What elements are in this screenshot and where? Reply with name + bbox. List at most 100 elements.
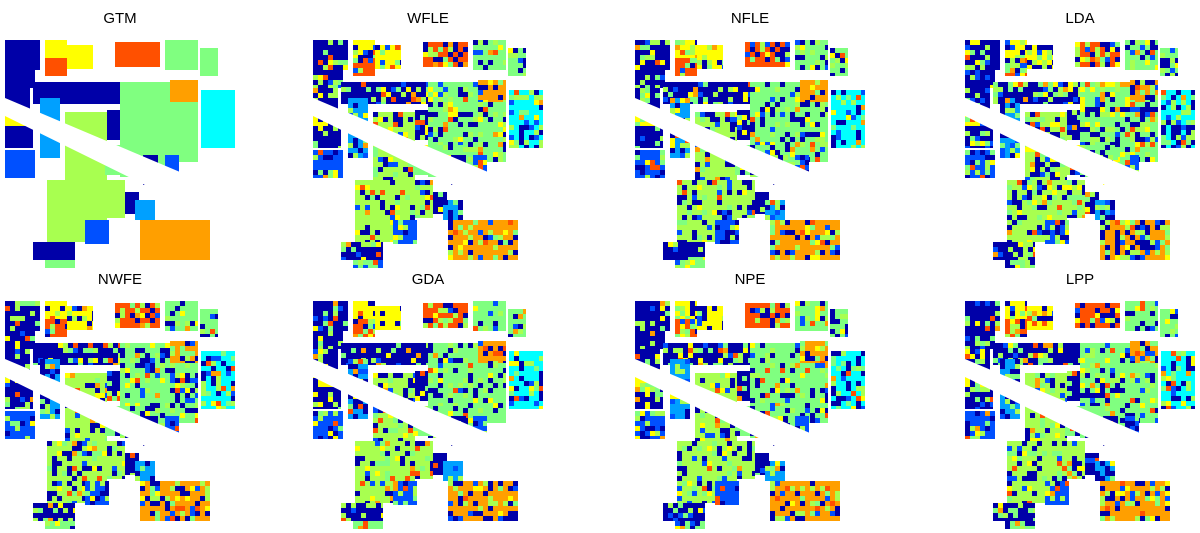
field-region — [45, 319, 67, 337]
field-region — [478, 341, 506, 363]
panel-title: NWFE — [5, 271, 235, 289]
field-region — [341, 503, 383, 521]
field-region — [635, 331, 665, 349]
field-region — [45, 260, 75, 268]
classification-map — [965, 40, 1195, 268]
field-region — [1125, 301, 1158, 331]
panel-title: GDA — [313, 271, 543, 289]
field-region — [478, 363, 506, 423]
field-region — [1075, 42, 1120, 67]
classification-map — [5, 40, 235, 268]
panel-nfle: NFLE — [635, 10, 865, 272]
field-region — [1125, 40, 1158, 70]
field-region — [1027, 306, 1053, 330]
field-region — [993, 503, 1035, 521]
field-region — [675, 521, 705, 529]
field-region — [1095, 461, 1115, 481]
map-canvas — [5, 40, 235, 268]
map-canvas — [635, 40, 865, 268]
field-region — [135, 200, 155, 220]
field-region — [508, 309, 526, 337]
field-region — [675, 40, 697, 58]
field-region — [965, 331, 995, 349]
field-region — [993, 242, 1035, 260]
panel-title: WFLE — [313, 10, 543, 28]
field-region — [1160, 309, 1178, 337]
field-region — [423, 303, 468, 328]
field-region — [115, 303, 160, 328]
field-region — [675, 301, 697, 319]
field-region — [5, 387, 33, 409]
field-region — [67, 45, 93, 69]
field-region — [423, 42, 468, 67]
field-region — [140, 220, 210, 260]
field-region — [478, 102, 506, 162]
field-region — [635, 126, 663, 148]
field-region — [1005, 301, 1027, 319]
field-region — [1005, 58, 1027, 76]
panel-npe: NPE — [635, 271, 865, 533]
field-region — [375, 306, 401, 330]
field-region — [200, 309, 218, 337]
field-region — [965, 70, 995, 88]
field-region — [45, 301, 67, 319]
field-region — [448, 220, 518, 260]
field-region — [509, 351, 543, 409]
field-region — [745, 42, 790, 67]
panel-title: LPP — [965, 271, 1195, 289]
field-region — [635, 411, 665, 439]
field-region — [508, 48, 526, 76]
field-region — [965, 387, 993, 409]
field-region — [313, 150, 343, 178]
field-region — [443, 461, 463, 481]
field-region — [965, 150, 995, 178]
field-region — [509, 90, 543, 148]
field-region — [770, 220, 840, 260]
field-region — [313, 387, 341, 409]
field-region — [765, 461, 785, 481]
field-region — [663, 242, 705, 260]
field-region — [1130, 102, 1158, 162]
field-region — [353, 301, 375, 319]
panel-title: LDA — [965, 10, 1195, 28]
field-region — [5, 301, 40, 331]
field-region — [697, 45, 723, 69]
field-region — [353, 260, 383, 268]
field-region — [697, 306, 723, 330]
field-region — [5, 126, 33, 148]
field-region — [353, 521, 383, 529]
field-region — [313, 126, 341, 148]
field-region — [313, 411, 343, 439]
classification-map — [635, 301, 865, 529]
map-canvas — [313, 40, 543, 268]
field-region — [1100, 481, 1170, 521]
field-region — [1005, 521, 1035, 529]
field-region — [635, 40, 670, 70]
field-region — [107, 441, 125, 479]
field-region — [313, 40, 348, 70]
field-region — [737, 180, 755, 218]
field-region — [1075, 303, 1120, 328]
field-region — [1130, 363, 1158, 423]
panel-wfle: WFLE — [313, 10, 543, 272]
field-region — [375, 45, 401, 69]
field-region — [1160, 48, 1178, 76]
field-region — [965, 40, 1000, 70]
field-region — [965, 126, 993, 148]
field-region — [663, 503, 705, 521]
panel-lpp: LPP — [965, 271, 1195, 533]
field-region — [675, 260, 705, 268]
field-region — [1130, 80, 1158, 102]
field-region — [830, 309, 848, 337]
field-region — [33, 242, 75, 260]
field-region — [1005, 260, 1035, 268]
field-region — [765, 200, 785, 220]
field-region — [201, 351, 235, 409]
field-region — [45, 521, 75, 529]
field-region — [795, 301, 828, 331]
field-region — [353, 40, 375, 58]
panel-title: GTM — [5, 10, 235, 28]
field-region — [170, 80, 198, 102]
field-region — [1161, 351, 1195, 409]
field-region — [1161, 90, 1195, 148]
